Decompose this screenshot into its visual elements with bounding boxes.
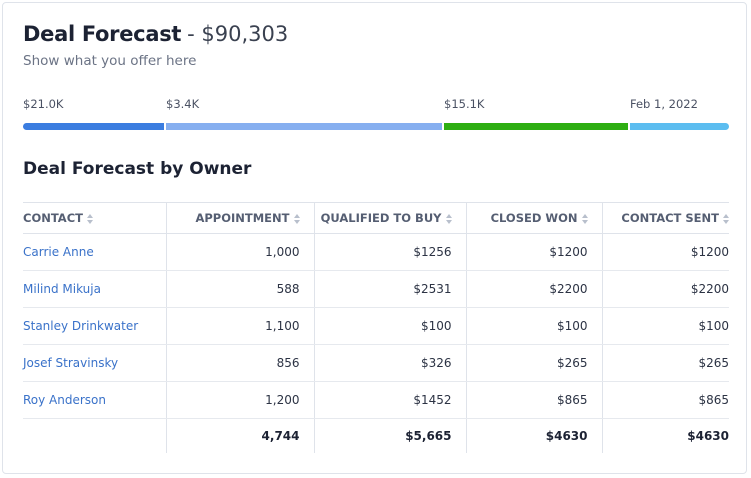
table-row: Josef Stravinsky 856 $326 $265 $265 [23,344,729,382]
cell-value: $1256 [413,245,452,259]
sort-icon [445,213,452,224]
contact-link[interactable]: Carrie Anne [23,245,94,259]
header-row: CONTACT APPOINTMENT QUALIFIED TO BUY CLOSED… [23,202,729,234]
table-row: Carrie Anne 1,000 $1256 $1200 $1200 [23,233,729,271]
table-cell: Milind Mikuja [23,270,166,308]
sort-icon [293,213,300,224]
totals-row: 4,744 $5,665 $4630 $4630 [23,418,729,454]
contact-link[interactable]: Josef Stravinsky [23,356,119,370]
table-cell: 856 [165,344,314,382]
table-cell: $100 [601,307,729,345]
table-body: Carrie Anne 1,000 $1256 $1200 $1200 Milind Mi… [23,233,729,454]
progress-segment [166,123,442,130]
table-title: Deal Forecast by Owner [23,159,252,179]
table-row: Milind Mikuja 588 $2531 $2200 $2200 [23,270,729,308]
cell-value: $1452 [413,393,452,407]
column-header[interactable]: CONTACT [23,202,166,234]
total-cell: $4630 [465,418,602,453]
column-label: QUALIFIED TO BUY [320,211,442,225]
table-cell: $265 [601,344,729,382]
cell-value: $100 [556,319,588,333]
table-cell: $100 [465,307,602,345]
cell-value: $2200 [690,282,729,296]
table-cell: Roy Anderson [23,381,166,419]
card [2,2,747,474]
table-cell: $2200 [601,270,729,308]
table-cell: Carrie Anne [23,233,166,271]
column-label: CONTACT [23,211,83,225]
cell-value: $265 [556,356,588,370]
total-value: 4,744 [261,429,300,443]
cell-value: 856 [276,356,300,370]
column-label: APPOINTMENT [195,211,290,225]
cell-value: $265 [698,356,729,370]
cell-value: 588 [276,282,300,296]
table-cell: $2200 [465,270,602,308]
progress-segment [630,123,729,130]
subtitle: Show what you offer here [23,53,197,69]
cell-value: $865 [698,393,729,407]
column-header[interactable]: CONTACT SENT [601,202,729,234]
progress-label: $3.4K [166,97,200,111]
cell-value: $100 [420,319,452,333]
cell-value: 1,200 [265,393,300,407]
table-row: Roy Anderson 1,200 $1452 $865 $865 [23,381,729,419]
column-header[interactable]: APPOINTMENT [165,202,314,234]
progress-label: $21.0K [23,97,64,111]
column-label: CLOSED WON [490,211,578,225]
column-header[interactable]: CLOSED WON [465,202,602,234]
table-cell: 1,200 [165,381,314,419]
table-cell: Stanley Drinkwater [23,307,166,345]
progress-segment [444,123,628,130]
contact-link[interactable]: Stanley Drinkwater [23,319,139,333]
table-row: Stanley Drinkwater 1,100 $100 $100 $100 [23,307,729,345]
table-cell: Josef Stravinsky [23,344,166,382]
table-cell: $326 [313,344,466,382]
table-cell [23,419,166,454]
column-label: CONTACT SENT [621,211,719,225]
progress-label: Feb 1, 2022 [630,97,698,111]
table-cell: 1,100 [165,307,314,345]
sort-icon [581,213,588,224]
cell-value: 1,100 [265,319,300,333]
table-cell: $100 [313,307,466,345]
table-cell: $265 [465,344,602,382]
contact-link[interactable]: Roy Anderson [23,393,107,407]
total-cell: 4,744 [165,418,314,453]
sort-icon [723,213,729,224]
cell-value: $2531 [413,282,452,296]
progress-label: $15.1K [444,97,485,111]
cell-value: $326 [420,356,452,370]
table-cell: $1200 [465,233,602,271]
title: Deal Forecast [23,22,182,46]
cell-value: $865 [556,393,588,407]
table-cell: $1200 [601,233,729,271]
amount: - $90,303 [187,22,289,46]
total-cell: $4630 [601,418,729,453]
contact-link[interactable]: Milind Mikuja [23,282,101,296]
cell-value: $2200 [549,282,588,296]
cell-value: $1200 [690,245,729,259]
table-cell: $865 [601,381,729,419]
header-title: Deal Forecast - $90,303 [23,22,288,46]
table-cell: 1,000 [165,233,314,271]
table-cell: $1452 [313,381,466,419]
table: CONTACT APPOINTMENT QUALIFIED TO BUY CLOSED… [23,202,729,453]
table-cell: 588 [165,270,314,308]
table-cell: $865 [465,381,602,419]
total-value: $4630 [687,429,729,443]
table-cell: $1256 [313,233,466,271]
column-header[interactable]: QUALIFIED TO BUY [313,202,466,234]
cell-value: $100 [698,319,729,333]
progress-segment [23,123,164,130]
total-value: $4630 [545,429,588,443]
cell-value: 1,000 [265,245,300,259]
sort-icon [86,213,93,224]
total-value: $5,665 [405,429,452,443]
total-cell: $5,665 [313,418,466,453]
table-cell: $2531 [313,270,466,308]
cell-value: $1200 [549,245,588,259]
